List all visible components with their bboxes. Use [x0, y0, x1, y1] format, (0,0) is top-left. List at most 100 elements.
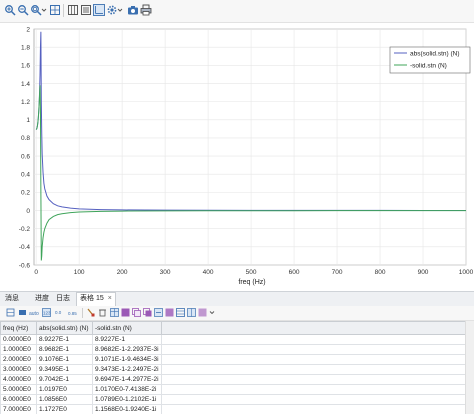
plot-area[interactable]: 0 100 200 300 400 500 600 700 800 900 1000 -0.6 -0.4…	[0, 23, 474, 289]
automatic-notation-icon[interactable]: auto	[29, 308, 39, 317]
bottom-tab-bar: 消息 进度 日志 表格 15 ×	[0, 291, 474, 307]
table-cell[interactable]: 1.0170E0-7.4138E-2i	[92, 384, 162, 395]
svg-text:auto: auto	[29, 311, 39, 317]
x-tick-label: 0	[34, 269, 38, 276]
format-icon[interactable]	[18, 308, 27, 317]
table-row[interactable]: 5.0000E0 1.0197E0 1.0170E0-7.4138E-2i	[0, 384, 472, 395]
series-line-1[interactable]	[35, 85, 466, 261]
table-scrollbar[interactable]	[465, 321, 474, 414]
y-tick-label: 0.8	[21, 135, 30, 142]
x-tick-label: 100	[74, 269, 85, 276]
zoom-box-icon[interactable]	[30, 4, 42, 16]
table-cell[interactable]: 9.3495E-1	[36, 364, 93, 375]
table-cell[interactable]: 9.7042E-1	[36, 374, 93, 385]
column-header-freq[interactable]: freq (Hz)	[0, 321, 37, 335]
table-cell[interactable]: 1.0197E0	[36, 384, 93, 395]
chevron-down-icon[interactable]	[209, 308, 215, 317]
table-row[interactable]: 1.0000E0 8.9682E-1 8.9682E-1-2.2937E-3i	[0, 344, 472, 355]
table-cell[interactable]: 9.1076E-1	[36, 354, 93, 365]
table-row[interactable]: 3.0000E0 9.3495E-1 9.3473E-1-2.2497E-2i	[0, 364, 472, 375]
y-tick-label: 0.4	[21, 172, 30, 179]
clear-table-icon[interactable]	[98, 308, 107, 317]
y-tick-label: 1.6	[21, 63, 30, 70]
toolbar-divider	[82, 308, 83, 318]
table-cell[interactable]: 3.0000E0	[0, 364, 37, 375]
y-tick-label: 0	[26, 208, 30, 215]
decimal-notation-icon[interactable]: 0.85	[68, 308, 78, 317]
table-cell[interactable]: 1.1568E0-1.9240E-1i	[92, 404, 162, 414]
table-cell[interactable]: 1.1727E0	[36, 404, 93, 414]
settings-icon[interactable]	[106, 4, 118, 16]
chart-legend: abs(solid.stn) (N) -solid.stn (N)	[389, 46, 471, 74]
table-header-row: freq (Hz) abs(solid.stn) (N) -solid.stn …	[0, 321, 472, 335]
table-cell[interactable]: 7.0000E0	[0, 404, 37, 414]
y-tick-label: -0.4	[19, 244, 31, 251]
tab-progress[interactable]: 进度	[32, 293, 52, 305]
plot-table-icon[interactable]	[121, 308, 130, 317]
table-cell[interactable]: 1.0000E0	[0, 344, 37, 355]
x-tick-label: 500	[246, 269, 257, 276]
full-precision-icon[interactable]: 123	[42, 308, 51, 317]
brush-icon[interactable]	[86, 308, 95, 317]
x-tick-label: 300	[160, 269, 171, 276]
y-tick-label: 1.8	[21, 44, 30, 51]
axis-icon[interactable]	[93, 4, 105, 16]
line-chart[interactable]: 0 100 200 300 400 500 600 700 800 900 1000 -0.6 -0.4…	[0, 23, 474, 289]
table-cell[interactable]: 0.0000E0	[0, 334, 37, 345]
table-view-icon[interactable]	[176, 308, 185, 317]
table-cell[interactable]: 8.9227E-1	[36, 334, 93, 345]
zoom-extents-icon[interactable]	[49, 4, 61, 16]
table-row[interactable]: 7.0000E0 1.1727E0 1.1568E0-1.9240E-1i	[0, 404, 472, 414]
x-tick-label: 900	[418, 269, 429, 276]
table-cell[interactable]: 9.1071E-1-9.4634E-3i	[92, 354, 162, 365]
engineering-notation-icon[interactable]: 0.0	[55, 308, 65, 317]
y-tick-label: 0.2	[21, 190, 30, 197]
table-cell[interactable]: 8.9682E-1	[36, 344, 93, 355]
close-icon[interactable]: ×	[107, 295, 112, 302]
table-row[interactable]: 0.0000E0 8.9227E-1 8.9227E-1	[0, 334, 472, 345]
table-toolbar: auto 123 0.0 0.85	[0, 306, 474, 321]
svg-text:0.0: 0.0	[55, 310, 62, 315]
table-cell[interactable]: 9.6947E-1-4.2977E-2i	[92, 374, 162, 385]
table-settings-icon[interactable]	[6, 308, 15, 317]
table-grid-icon[interactable]	[110, 308, 119, 317]
copy-with-headers-icon[interactable]	[143, 308, 152, 317]
svg-text:123: 123	[43, 311, 51, 316]
chevron-down-icon[interactable]	[117, 4, 123, 16]
tab-log[interactable]: 日志	[53, 293, 73, 305]
table-cell[interactable]: 9.3473E-1-2.2497E-2i	[92, 364, 162, 375]
table-split-icon[interactable]	[198, 308, 207, 317]
table-cell[interactable]: 4.0000E0	[0, 374, 37, 385]
y-tick-label: 1.4	[21, 81, 30, 88]
legend-label-neg: -solid.stn (N)	[410, 63, 447, 70]
tab-table-15-label: 表格 15	[80, 295, 104, 302]
legend-icon[interactable]	[80, 4, 92, 16]
grid-icon[interactable]	[67, 4, 79, 16]
table-row[interactable]: 4.0000E0 9.7042E-1 9.6947E-1-4.2977E-2i	[0, 374, 472, 385]
table-cell-empty	[160, 374, 472, 385]
table-cell[interactable]: 5.0000E0	[0, 384, 37, 395]
x-tick-label: 200	[117, 269, 128, 276]
tab-table-15[interactable]: 表格 15 ×	[76, 292, 116, 307]
table-copy-icon[interactable]	[187, 308, 196, 317]
table-cell[interactable]: 1.0789E0-1.2102E-1i	[92, 394, 162, 405]
table-row[interactable]: 6.0000E0 1.0856E0 1.0789E0-1.2102E-1i	[0, 394, 472, 405]
x-tick-label: 700	[332, 269, 343, 276]
table-row[interactable]: 2.0000E0 9.1076E-1 9.1071E-1-9.4634E-3i	[0, 354, 472, 365]
print-icon[interactable]	[140, 4, 152, 16]
table-cell[interactable]: 8.9682E-1-2.2937E-3i	[92, 344, 162, 355]
table-cell[interactable]: 6.0000E0	[0, 394, 37, 405]
zoom-in-icon[interactable]	[4, 4, 16, 16]
copy-icon[interactable]	[132, 308, 141, 317]
table-full-icon[interactable]	[165, 308, 174, 317]
export-icon[interactable]	[154, 308, 163, 317]
camera-icon[interactable]	[127, 4, 139, 16]
column-header-neg[interactable]: -solid.stn (N)	[92, 321, 162, 335]
table-cell[interactable]: 8.9227E-1	[92, 334, 162, 345]
table-cell[interactable]: 2.0000E0	[0, 354, 37, 365]
chevron-down-icon[interactable]	[41, 4, 47, 16]
zoom-out-icon[interactable]	[17, 4, 29, 16]
tab-messages[interactable]: 消息	[2, 293, 22, 305]
column-header-abs[interactable]: abs(solid.stn) (N)	[36, 321, 93, 335]
table-cell[interactable]: 1.0856E0	[36, 394, 93, 405]
